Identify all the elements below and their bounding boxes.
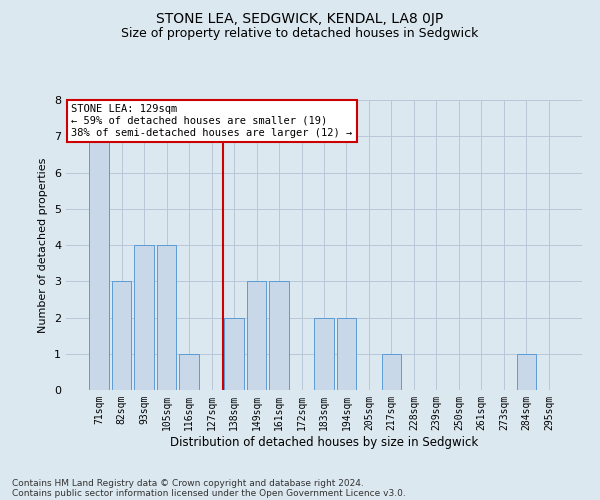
Text: Contains HM Land Registry data © Crown copyright and database right 2024.: Contains HM Land Registry data © Crown c… bbox=[12, 478, 364, 488]
Bar bbox=[247, 281, 266, 390]
Bar bbox=[269, 281, 289, 390]
Bar bbox=[134, 245, 154, 390]
Bar bbox=[89, 136, 109, 390]
Bar bbox=[314, 318, 334, 390]
Bar bbox=[179, 354, 199, 390]
Text: Contains public sector information licensed under the Open Government Licence v3: Contains public sector information licen… bbox=[12, 488, 406, 498]
Bar bbox=[337, 318, 356, 390]
Text: STONE LEA: 129sqm
← 59% of detached houses are smaller (19)
38% of semi-detached: STONE LEA: 129sqm ← 59% of detached hous… bbox=[71, 104, 352, 138]
Text: Size of property relative to detached houses in Sedgwick: Size of property relative to detached ho… bbox=[121, 28, 479, 40]
Bar bbox=[112, 281, 131, 390]
X-axis label: Distribution of detached houses by size in Sedgwick: Distribution of detached houses by size … bbox=[170, 436, 478, 448]
Bar bbox=[382, 354, 401, 390]
Y-axis label: Number of detached properties: Number of detached properties bbox=[38, 158, 49, 332]
Text: STONE LEA, SEDGWICK, KENDAL, LA8 0JP: STONE LEA, SEDGWICK, KENDAL, LA8 0JP bbox=[157, 12, 443, 26]
Bar bbox=[517, 354, 536, 390]
Bar bbox=[157, 245, 176, 390]
Bar bbox=[224, 318, 244, 390]
